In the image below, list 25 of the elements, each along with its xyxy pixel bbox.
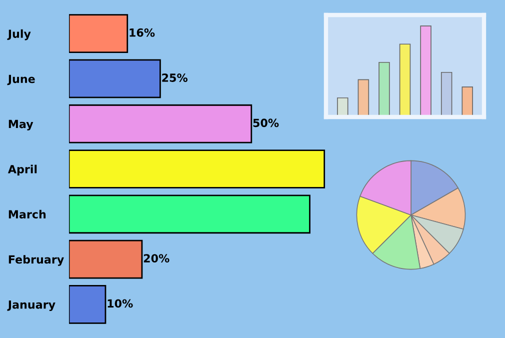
bar	[69, 14, 128, 53]
y-tick-label: February	[8, 255, 64, 266]
data-label: 25%	[162, 74, 188, 82]
data-label: 50%	[253, 118, 279, 128]
bar	[378, 62, 390, 117]
y-tick-label: May	[8, 120, 34, 130]
y-tick-label: March	[8, 210, 46, 219]
bar	[69, 240, 143, 279]
data-label: 16%	[130, 28, 155, 37]
y-tick-label: July	[7, 29, 31, 40]
y-tick-label: June	[7, 74, 35, 86]
bar	[69, 104, 252, 144]
data-label: 20%	[144, 254, 170, 263]
bar	[358, 79, 370, 117]
bar	[69, 194, 310, 234]
bar	[420, 26, 432, 117]
y-tick-label: January	[7, 300, 56, 312]
data-label: 10%	[108, 299, 133, 308]
bar	[462, 86, 473, 117]
y-tick-label: April	[8, 164, 37, 176]
bar	[399, 44, 411, 117]
bar	[69, 150, 326, 188]
bar	[69, 59, 161, 98]
bar	[440, 72, 452, 117]
bar	[69, 285, 106, 324]
